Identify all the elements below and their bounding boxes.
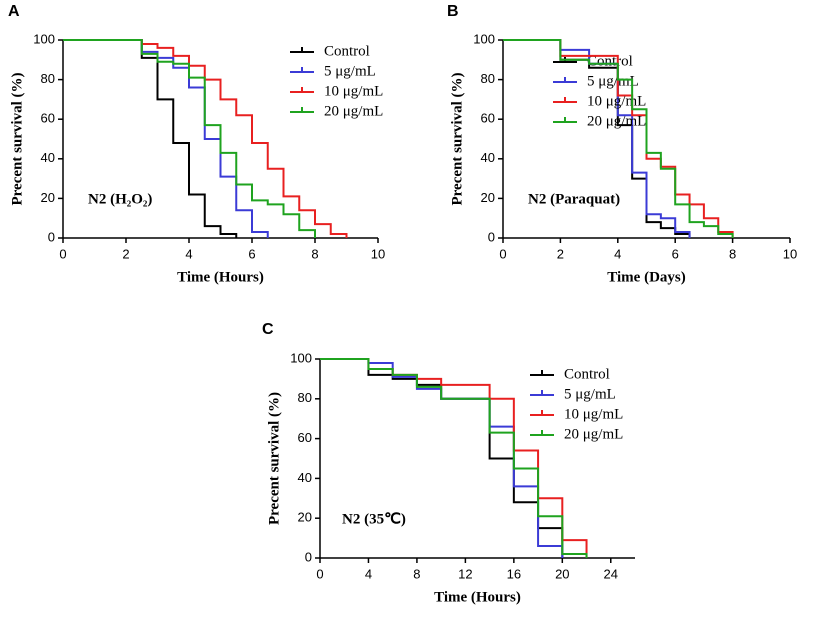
y-tick-label: 40 (298, 470, 312, 485)
survival-curve (503, 39, 734, 238)
x-tick-label: 8 (311, 246, 318, 261)
y-tick-label: 20 (41, 190, 55, 205)
x-tick-label: 24 (604, 566, 618, 581)
y-tick-label: 80 (298, 390, 312, 405)
x-tick-label: 0 (59, 246, 66, 261)
y-tick-label: 60 (298, 430, 312, 445)
y-tick-label: 0 (305, 549, 312, 564)
x-tick-label: 0 (499, 246, 506, 261)
y-tick-label: 100 (290, 350, 312, 365)
x-tick-label: 0 (316, 566, 323, 581)
y-tick-label: 100 (33, 31, 55, 46)
x-tick-label: 8 (729, 246, 736, 261)
legend-label: 20 μg/mL (587, 113, 646, 129)
legend-label: 10 μg/mL (564, 406, 623, 422)
legend-label: 20 μg/mL (564, 426, 623, 442)
y-tick-label: 40 (481, 150, 495, 165)
y-tick-label: 20 (298, 510, 312, 525)
y-tick-label: 0 (488, 229, 495, 244)
legend-label: Control (324, 43, 370, 59)
annotation: N2 (H₂O₂) (88, 191, 152, 207)
x-tick-label: 2 (122, 246, 129, 261)
x-tick-label: 6 (672, 246, 679, 261)
x-tick-label: 4 (185, 246, 192, 261)
survival-curve (63, 39, 238, 238)
legend-label: Control (587, 53, 633, 69)
x-tick-label: 4 (614, 246, 621, 261)
x-tick-label: 2 (557, 246, 564, 261)
y-tick-label: 80 (41, 71, 55, 86)
x-axis-label: Time (Days) (607, 269, 685, 285)
x-tick-label: 10 (371, 246, 385, 261)
y-axis-label: Precent survival (%) (9, 72, 25, 205)
x-tick-label: 12 (458, 566, 472, 581)
annotation: N2 (35℃) (342, 511, 406, 527)
legend-label: 10 μg/mL (587, 93, 646, 109)
legend-label: 5 μg/mL (587, 73, 639, 89)
survival-curve (63, 39, 316, 238)
x-tick-label: 16 (507, 566, 521, 581)
panel-label: C (262, 321, 274, 338)
y-tick-label: 20 (481, 190, 495, 205)
legend-label: 5 μg/mL (324, 63, 376, 79)
legend-label: 10 μg/mL (324, 83, 383, 99)
survival-curve (63, 39, 269, 238)
y-tick-label: 80 (481, 71, 495, 86)
y-axis-label: Precent survival (%) (266, 392, 282, 525)
panel-label: B (447, 3, 459, 20)
legend-label: Control (564, 366, 610, 382)
y-axis-label: Precent survival (%) (449, 72, 465, 205)
annotation: N2 (Paraquat) (528, 191, 620, 207)
x-tick-label: 8 (413, 566, 420, 581)
survival-curve (320, 358, 588, 558)
legend-label: 5 μg/mL (564, 386, 616, 402)
y-tick-label: 100 (473, 31, 495, 46)
survival-curve (503, 39, 691, 238)
y-tick-label: 0 (48, 229, 55, 244)
y-tick-label: 40 (41, 150, 55, 165)
y-tick-label: 60 (41, 111, 55, 126)
survival-curve (63, 39, 348, 238)
x-tick-label: 20 (555, 566, 569, 581)
x-axis-label: Time (Hours) (434, 589, 521, 605)
y-tick-label: 60 (481, 111, 495, 126)
survival-curve (503, 39, 691, 238)
x-tick-label: 4 (365, 566, 372, 581)
panel-label: A (8, 3, 20, 20)
x-tick-label: 10 (783, 246, 797, 261)
x-tick-label: 6 (248, 246, 255, 261)
x-axis-label: Time (Hours) (177, 269, 264, 285)
legend-label: 20 μg/mL (324, 103, 383, 119)
